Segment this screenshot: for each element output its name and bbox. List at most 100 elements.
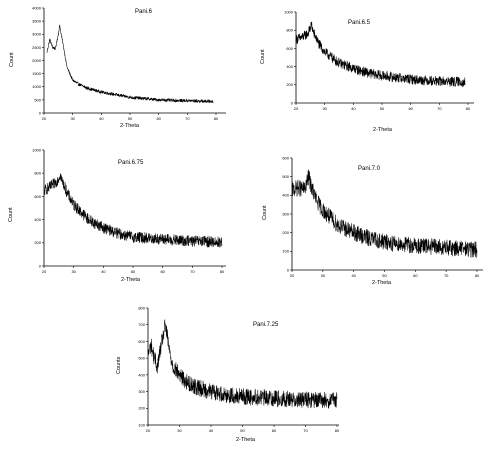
- panel-5-x-tick-label: 80: [335, 428, 340, 433]
- panel-5-x-tick-label: 20: [146, 428, 151, 433]
- panel-3-x-tick-label: 70: [190, 269, 195, 274]
- panel-2: Pani.6.5 2-Theta Count 20 30 40 50 60 70 80020…: [260, 9, 474, 133]
- panel-4-marks: 20 30 40 50 60 70 80 0 100 200 300 400 500 600: [282, 155, 480, 278]
- panel-1-x-tick-label: 80: [214, 116, 219, 121]
- panel-1-y-tick-label: 0: [39, 110, 42, 115]
- panel-1-y-tick-label: 3000: [32, 32, 42, 37]
- panel-2-series-line: [295, 21, 466, 88]
- panel-5-x-tick-label: 30: [177, 428, 182, 433]
- panel-4-y-tick-label: 0: [287, 267, 290, 272]
- panel-2-x-tick-label: 40: [351, 106, 356, 111]
- panel-2-x-tick-label: 70: [437, 106, 442, 111]
- panel-3: Pani.6.75 2-Theta Count 20 30 40 50 60 70 8002…: [8, 147, 226, 283]
- panel-5-y-tick-label: 700: [138, 322, 145, 327]
- panel-1-y-tick-label: 4000: [32, 5, 42, 10]
- panel-3-series-line: [43, 172, 223, 248]
- panel-5-x-tick-label: 60: [272, 428, 277, 433]
- panel-1-ylabel: Count: [9, 52, 15, 67]
- panel-2-x-tick-label: 80: [466, 106, 471, 111]
- panel-2-title: Pani.6.5: [348, 20, 371, 26]
- panel-4: Pani.7.0 2-Theta Count 20 30 40 50 60 70 80 0 10…: [262, 155, 483, 286]
- panel-5-ylabel: Counts: [116, 356, 122, 374]
- panel-2-x-tick-label: 20: [294, 106, 299, 111]
- panel-1-x-tick-label: 60: [156, 116, 161, 121]
- panel-1-y-tick-label: 1000: [32, 84, 42, 89]
- panel-2-y-tick-label: 800: [286, 28, 293, 33]
- panel-1-marks: 20 30 40 50 60 70 80 0 500 1000 1500 2000 2500 3000 35…: [32, 5, 219, 121]
- panel-3-y-tick-label: 200: [34, 240, 41, 245]
- panel-3-x-tick-label: 50: [131, 269, 136, 274]
- panel-3-x-tick-label: 40: [101, 269, 106, 274]
- panel-2-y-tick-label: 600: [286, 46, 293, 51]
- panel-4-series-line: [291, 169, 478, 258]
- panel-2-y-tick-label: 400: [286, 64, 293, 69]
- panel-5-y-tick-label: 500: [138, 356, 145, 361]
- panel-2-xlabel: 2-Theta: [373, 127, 393, 133]
- panel-5-y-tick-label: 300: [138, 389, 145, 394]
- panel-4-y-tick-label: 300: [282, 211, 289, 216]
- panel-1-x-tick-label: 50: [128, 116, 133, 121]
- panel-4-x-tick-label: 70: [444, 273, 449, 278]
- panel-1: Pani.6 2-Theta Count 20 30 40 50 60 70 80 0 500 1…: [9, 5, 226, 129]
- panel-5-y-tick-label: 800: [138, 305, 145, 310]
- panel-2-y-tick-label: 200: [286, 82, 293, 87]
- panel-2-y-tick-label: 0: [291, 100, 294, 105]
- panel-1-y-tick-label: 3500: [32, 19, 42, 24]
- panel-5-y-tick-label: 100: [138, 422, 145, 427]
- panel-3-x-tick-label: 30: [71, 269, 76, 274]
- panel-2-x-tick-label: 60: [408, 106, 413, 111]
- panel-3-xlabel: 2-Theta: [121, 277, 141, 283]
- panel-4-xlabel: 2-Theta: [372, 280, 392, 286]
- panel-5-y-tick-label: 200: [138, 406, 145, 411]
- panel-4-x-tick-label: 40: [351, 273, 356, 278]
- panel-5-x-tick-label: 50: [240, 428, 245, 433]
- panel-1-xlabel: 2-Theta: [120, 123, 140, 129]
- panel-4-y-tick-label: 400: [282, 193, 289, 198]
- panel-1-y-tick-label: 500: [34, 97, 41, 102]
- panel-4-x-tick-label: 80: [475, 273, 480, 278]
- panel-5-series-line: [147, 319, 338, 409]
- panel-1-x-tick-label: 30: [70, 116, 75, 121]
- panel-4-title: Pani.7.0: [358, 166, 381, 172]
- panel-5-marks: 20 30 40 50 60 70 80 100 200 300 400 500 600 700 800: [138, 305, 340, 433]
- panel-4-ylabel: Count: [262, 205, 268, 220]
- panel-1-y-tick-label: 2500: [32, 45, 42, 50]
- panel-5-y-tick-label: 600: [138, 339, 145, 344]
- panel-3-x-tick-label: 60: [160, 269, 165, 274]
- panel-5-title: Pani.7.25: [253, 322, 279, 328]
- panel-2-x-tick-label: 50: [380, 106, 385, 111]
- panel-4-y-tick-label: 200: [282, 230, 289, 235]
- panel-4-y-tick-label: 600: [282, 155, 289, 160]
- panel-3-y-tick-label: 800: [34, 171, 41, 176]
- panel-5: Pani.7.25 2-Theta Counts 20 30 40 50 60 70 80 1…: [116, 305, 340, 443]
- panel-3-y-tick-label: 400: [34, 217, 41, 222]
- panel-5-x-tick-label: 70: [303, 428, 308, 433]
- panel-1-y-tick-label: 2000: [32, 58, 42, 63]
- panel-2-ylabel: Count: [260, 49, 266, 64]
- panel-3-y-tick-label: 600: [34, 194, 41, 199]
- panel-3-title: Pani.6.75: [118, 160, 144, 166]
- panel-4-x-tick-label: 60: [413, 273, 418, 278]
- panel-4-x-tick-label: 50: [382, 273, 387, 278]
- panel-2-x-tick-label: 30: [322, 106, 327, 111]
- panel-1-x-tick-label: 70: [185, 116, 190, 121]
- panel-4-y-tick-label: 100: [282, 249, 289, 254]
- panel-3-y-tick-label: 1000: [32, 147, 42, 152]
- panel-3-x-tick-label: 20: [42, 269, 47, 274]
- panel-1-title: Pani.6: [135, 9, 153, 15]
- panel-4-x-tick-label: 30: [321, 273, 326, 278]
- panel-5-xlabel: 2-Theta: [236, 437, 256, 443]
- panel-5-y-tick-label: 400: [138, 372, 145, 377]
- panel-3-y-tick-label: 0: [39, 263, 42, 268]
- panel-4-x-tick-label: 20: [290, 273, 295, 278]
- panel-4-y-tick-label: 500: [282, 174, 289, 179]
- panel-2-y-tick-label: 1000: [284, 9, 294, 14]
- panel-1-x-tick-label: 40: [99, 116, 104, 121]
- panel-1-series-line: [46, 24, 214, 104]
- panel-1-x-tick-label: 20: [42, 116, 47, 121]
- panel-1-y-tick-label: 1500: [32, 71, 42, 76]
- panel-3-x-tick-label: 80: [220, 269, 225, 274]
